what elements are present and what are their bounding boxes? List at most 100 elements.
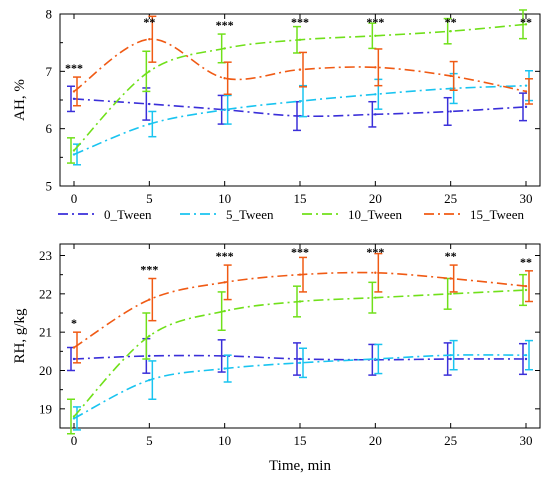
significance-annotation: ***	[291, 245, 309, 259]
data-point	[72, 149, 76, 152]
x-tick-label: 5	[146, 433, 153, 448]
y-tick-label: 23	[39, 248, 52, 263]
data-point	[148, 38, 151, 41]
data-point	[524, 357, 528, 361]
data-point	[524, 84, 528, 87]
data-point	[298, 68, 302, 71]
y-tick-label: 22	[39, 286, 52, 301]
significance-annotation: **	[445, 15, 457, 29]
y-tick-label: 20	[39, 363, 52, 378]
significance-annotation: ***	[140, 263, 158, 277]
y-axis-title: RH, g/kg	[12, 308, 28, 364]
series-line	[73, 84, 527, 156]
data-point	[148, 334, 151, 338]
x-tick-label: 10	[218, 191, 231, 206]
data-point	[374, 296, 377, 299]
legend-label: 15_Tween	[470, 207, 524, 222]
significance-annotation: ***	[216, 249, 234, 263]
series-5_Tween	[72, 339, 533, 431]
data-point	[298, 273, 302, 276]
data-point	[148, 102, 151, 106]
y-tick-label: 6	[46, 121, 53, 136]
series-line	[73, 38, 527, 93]
data-point	[449, 74, 452, 78]
y-tick-label: 7	[46, 64, 53, 79]
data-point	[524, 288, 528, 292]
data-point	[449, 292, 452, 296]
significance-annotation: ***	[366, 15, 384, 29]
data-point	[524, 284, 528, 288]
x-tick-label: 0	[71, 191, 78, 206]
x-tick-label: 30	[520, 191, 533, 206]
data-point	[223, 77, 226, 80]
significance-annotation: ***	[366, 245, 384, 259]
data-point	[72, 153, 76, 156]
data-point	[298, 99, 302, 103]
data-point	[374, 66, 377, 69]
legend-label: 5_Tween	[226, 207, 274, 222]
data-point	[374, 357, 377, 361]
legend-entry: 10_Tween	[302, 207, 402, 222]
data-point	[524, 90, 528, 93]
legend-entry: 0_Tween	[58, 207, 152, 222]
data-point	[298, 38, 302, 41]
data-point	[72, 346, 76, 349]
data-point	[148, 378, 151, 382]
significance-annotation: **	[520, 15, 532, 29]
data-point	[298, 361, 302, 365]
data-point	[223, 108, 226, 111]
series-line	[73, 354, 527, 420]
plot-frame	[59, 243, 541, 429]
data-point	[72, 97, 76, 101]
data-point	[449, 87, 452, 90]
data-point	[449, 277, 452, 280]
x-tick-label: 30	[520, 433, 533, 448]
x-tick-label: 25	[444, 191, 457, 206]
data-point	[374, 113, 377, 116]
legend-entry: 5_Tween	[180, 207, 274, 222]
data-point	[524, 105, 528, 109]
data-point	[148, 70, 151, 73]
legend: 0_Tween 5_Tween 10_Tween 15_Tween	[58, 207, 524, 222]
y-tick-label: 5	[46, 179, 53, 194]
series-line	[73, 271, 527, 349]
data-point	[449, 353, 452, 357]
data-point	[298, 357, 302, 361]
x-axis-title: Time, min	[269, 458, 331, 474]
data-point	[148, 298, 151, 301]
data-point	[148, 354, 151, 358]
data-point	[374, 34, 377, 37]
data-point	[72, 357, 76, 361]
data-point	[524, 353, 528, 357]
significance-annotation: ***	[65, 61, 83, 75]
significance-annotation: **	[445, 249, 457, 263]
data-point	[223, 367, 226, 370]
legend-entry: 15_Tween	[424, 207, 524, 222]
significance-annotation: ***	[291, 15, 309, 29]
series-line	[73, 289, 527, 418]
data-point	[374, 93, 377, 96]
data-point	[223, 309, 226, 313]
x-tick-label: 20	[369, 191, 382, 206]
y-tick-label: 21	[39, 325, 52, 340]
series-0_Tween	[67, 85, 528, 132]
data-point	[72, 90, 76, 93]
x-tick-label: 15	[294, 433, 307, 448]
data-point	[449, 110, 452, 113]
x-tick-label: 25	[444, 433, 457, 448]
legend-label: 10_Tween	[348, 207, 402, 222]
data-point	[298, 300, 302, 303]
data-point	[223, 281, 226, 284]
y-tick-label: 8	[46, 7, 53, 22]
x-tick-label: 15	[294, 191, 307, 206]
series-15_Tween	[72, 15, 533, 107]
data-point	[449, 30, 452, 33]
series-10_Tween	[67, 9, 528, 164]
x-tick-label: 5	[146, 191, 153, 206]
series-15_Tween	[72, 252, 533, 364]
y-axis-title: AH, %	[12, 79, 28, 121]
data-point	[374, 271, 377, 274]
